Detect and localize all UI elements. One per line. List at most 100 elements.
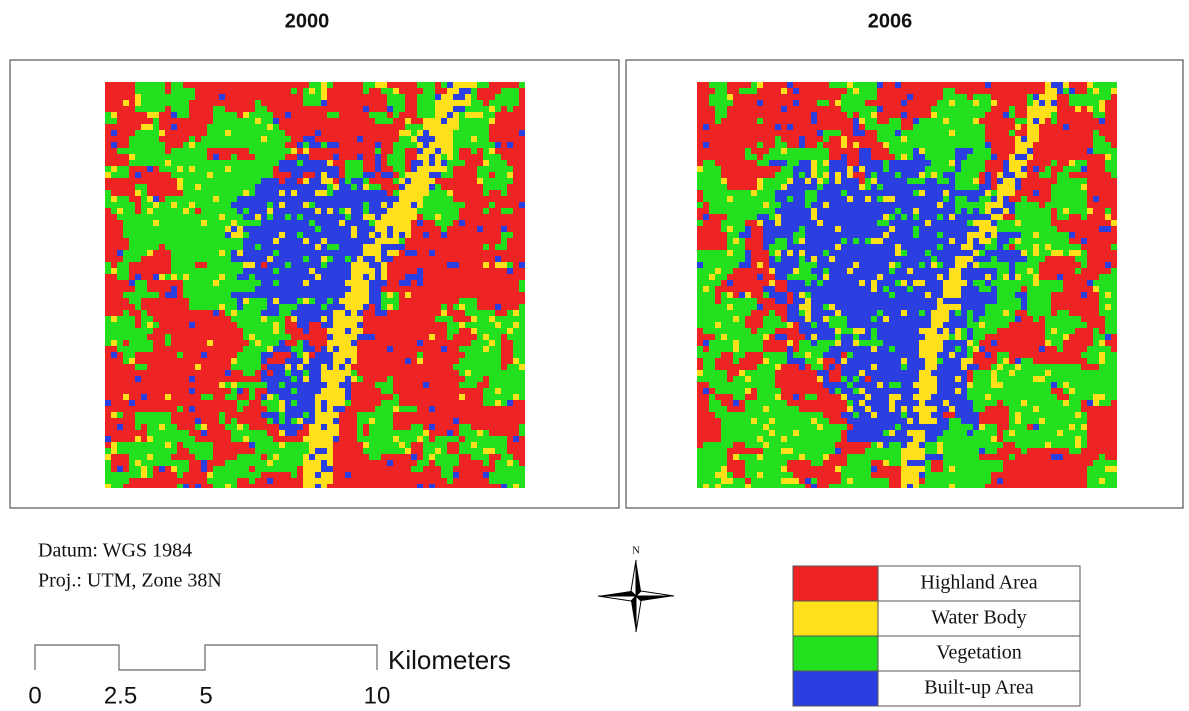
land-cover-cell xyxy=(261,322,267,328)
land-cover-cell xyxy=(453,466,459,472)
land-cover-cell xyxy=(219,250,225,256)
land-cover-cell xyxy=(333,466,339,472)
land-cover-cell xyxy=(255,100,261,106)
land-cover-cell xyxy=(297,190,303,196)
land-cover-cell xyxy=(429,292,435,298)
land-cover-cell xyxy=(177,250,183,256)
land-cover-cell xyxy=(153,172,159,178)
land-cover-cell xyxy=(393,142,399,148)
land-cover-cell xyxy=(261,400,267,406)
land-cover-cell xyxy=(483,280,489,286)
land-cover-cell xyxy=(165,256,171,262)
land-cover-cell xyxy=(141,484,147,488)
land-cover-cell xyxy=(183,388,189,394)
land-cover-cell xyxy=(243,268,249,274)
land-cover-cell xyxy=(447,232,453,238)
land-cover-cell xyxy=(279,442,285,448)
land-cover-cell xyxy=(195,130,201,136)
land-cover-cell xyxy=(207,172,213,178)
land-cover-cell xyxy=(141,310,147,316)
land-cover-cell xyxy=(159,244,165,250)
land-cover-cell xyxy=(339,262,345,268)
land-cover-cell xyxy=(477,160,483,166)
land-cover-cell xyxy=(321,382,327,388)
land-cover-cell xyxy=(369,340,375,346)
land-cover-cell xyxy=(1111,88,1117,94)
land-cover-cell xyxy=(513,394,519,400)
land-cover-cell xyxy=(165,334,171,340)
land-cover-cell xyxy=(105,238,111,244)
land-cover-cell xyxy=(105,112,111,118)
land-cover-cell xyxy=(513,250,519,256)
land-cover-cell xyxy=(159,340,165,346)
land-cover-cell xyxy=(291,352,297,358)
land-cover-cell xyxy=(135,232,141,238)
land-cover-cell xyxy=(261,388,267,394)
land-cover-cell xyxy=(237,304,243,310)
land-cover-cell xyxy=(471,160,477,166)
land-cover-cell xyxy=(471,238,477,244)
land-cover-cell xyxy=(225,238,231,244)
land-cover-cell xyxy=(351,82,357,88)
land-cover-cell xyxy=(345,154,351,160)
land-cover-cell xyxy=(207,418,213,424)
land-cover-cell xyxy=(207,406,213,412)
land-cover-cell xyxy=(159,118,165,124)
land-cover-cell xyxy=(195,292,201,298)
land-cover-cell xyxy=(709,94,715,100)
land-cover-cell xyxy=(327,478,333,484)
land-cover-cell xyxy=(369,214,375,220)
land-cover-cell xyxy=(219,442,225,448)
land-cover-cell xyxy=(345,424,351,430)
land-cover-cell xyxy=(225,340,231,346)
land-cover-cell xyxy=(243,262,249,268)
land-cover-cell xyxy=(477,460,483,466)
land-cover-cell xyxy=(129,142,135,148)
land-cover-cell xyxy=(267,394,273,400)
land-cover-cell xyxy=(315,160,321,166)
land-cover-cell xyxy=(321,130,327,136)
land-cover-cell xyxy=(297,280,303,286)
land-cover-cell xyxy=(129,172,135,178)
land-cover-cell xyxy=(213,424,219,430)
land-cover-cell xyxy=(291,316,297,322)
land-cover-cell xyxy=(471,376,477,382)
land-cover-cell xyxy=(441,436,447,442)
land-cover-cell xyxy=(459,460,465,466)
land-cover-cell xyxy=(135,448,141,454)
land-cover-cell xyxy=(501,214,507,220)
land-cover-cell xyxy=(147,466,153,472)
land-cover-cell xyxy=(1039,94,1045,100)
land-cover-cell xyxy=(507,478,513,484)
land-cover-cell xyxy=(405,148,411,154)
land-cover-cell xyxy=(117,478,123,484)
land-cover-cell xyxy=(243,244,249,250)
land-cover-cell xyxy=(393,202,399,208)
land-cover-cell xyxy=(207,334,213,340)
land-cover-cell xyxy=(303,214,309,220)
land-cover-cell xyxy=(153,292,159,298)
land-cover-cell xyxy=(447,256,453,262)
land-cover-cell xyxy=(369,172,375,178)
land-cover-cell xyxy=(357,172,363,178)
land-cover-cell xyxy=(513,442,519,448)
land-cover-cell xyxy=(105,442,111,448)
land-cover-cell xyxy=(141,268,147,274)
land-cover-cell xyxy=(231,292,237,298)
land-cover-cell xyxy=(465,220,471,226)
land-cover-cell xyxy=(273,280,279,286)
land-cover-cell xyxy=(363,196,369,202)
land-cover-cell xyxy=(303,136,309,142)
land-cover-cell xyxy=(189,370,195,376)
land-cover-cell xyxy=(255,82,261,88)
land-cover-cell xyxy=(489,346,495,352)
land-cover-cell xyxy=(315,262,321,268)
land-cover-cell xyxy=(219,436,225,442)
land-cover-cell xyxy=(309,328,315,334)
land-cover-cell xyxy=(273,454,279,460)
land-cover-cell xyxy=(495,178,501,184)
land-cover-cell xyxy=(129,226,135,232)
land-cover-cell xyxy=(273,166,279,172)
land-cover-cell xyxy=(159,370,165,376)
land-cover-cell xyxy=(501,430,507,436)
